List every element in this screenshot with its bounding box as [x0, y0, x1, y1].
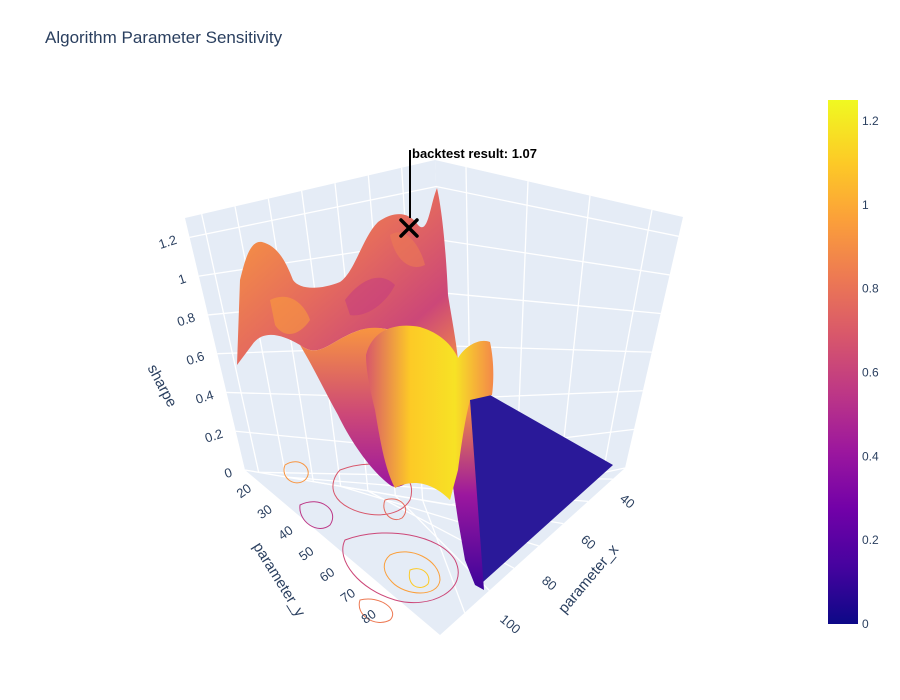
surface	[237, 188, 494, 500]
x-gridline	[602, 209, 653, 473]
y-gridline	[234, 206, 287, 478]
z-tick-label: 0.4	[194, 387, 216, 407]
x-marker-icon	[399, 218, 419, 238]
y-gridline	[201, 213, 260, 473]
colorbar-tick-label: 0.4	[862, 449, 879, 463]
colorbar-tick-label: 1	[862, 198, 869, 212]
z-axis-title: sharpe	[144, 362, 181, 410]
y-floor-gridline	[422, 500, 466, 613]
colorbar-tick-label: 0	[862, 617, 869, 631]
colorbar-gradient	[828, 100, 858, 624]
y-tick-label: 30	[254, 501, 274, 522]
colorbar-tick-label: 1.2	[862, 114, 879, 128]
colorbar-tick-label: 0.6	[862, 365, 879, 379]
x-axis-title: parameter_x	[555, 541, 622, 617]
x-tick-label: 100	[497, 611, 523, 636]
z-tick-label: 0	[222, 465, 234, 482]
colorbar-tick-label: 0.2	[862, 533, 879, 547]
z-tick-label: 0.8	[175, 310, 197, 330]
z-tick-label: 1.2	[157, 232, 179, 252]
y-tick-label: 20	[234, 480, 254, 501]
y-tick-label: 70	[338, 585, 358, 606]
annotation-label: backtest result: 1.07	[412, 146, 537, 161]
y-gridline	[267, 198, 314, 482]
z-tick-label: 0.2	[203, 426, 225, 446]
y-tick-label: 50	[296, 543, 316, 564]
y-tick-label: 40	[275, 522, 295, 543]
z-tick-label: 1	[176, 271, 188, 288]
z-tick-label: 0.6	[184, 348, 206, 368]
x-tick-label: 80	[539, 573, 560, 594]
y-tick-label: 80	[358, 606, 378, 627]
x-tick-label: 60	[578, 532, 599, 553]
x-gridline	[558, 195, 591, 482]
chart-title: Algorithm Parameter Sensitivity	[45, 28, 283, 47]
colorbar: 0 0.2 0.4 0.6 0.8 1 1.2	[828, 100, 879, 631]
x-tick-label: 40	[617, 491, 638, 512]
backtest-annotation: backtest result: 1.07	[399, 146, 537, 238]
z-axis-ticks: 0 0.2 0.4 0.6 0.8 1 1.2	[157, 232, 234, 481]
colorbar-tick-label: 0.8	[862, 282, 879, 296]
colorbar-ticks: 0 0.2 0.4 0.6 0.8 1 1.2	[862, 114, 879, 631]
y-tick-label: 60	[317, 564, 337, 585]
